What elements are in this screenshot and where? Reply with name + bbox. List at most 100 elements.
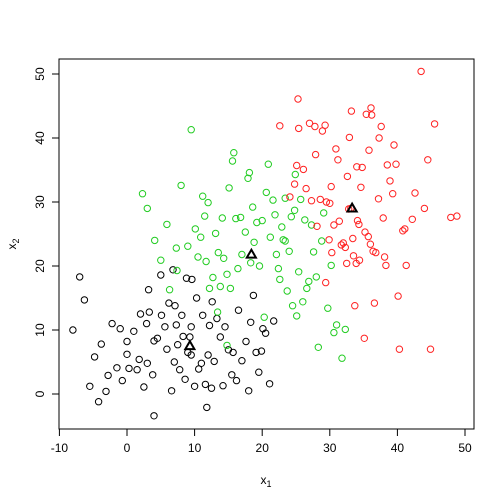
data-point-series-2 — [187, 126, 195, 134]
data-point-series-1 — [102, 387, 110, 396]
data-point-series-2 — [236, 213, 245, 222]
data-point-series-2 — [262, 188, 270, 197]
data-point-series-3 — [408, 215, 416, 224]
data-point-series-1 — [178, 311, 186, 319]
data-point-series-3 — [295, 124, 303, 133]
y-tick-label: 10 — [33, 323, 47, 337]
data-point-series-1 — [207, 384, 216, 392]
data-point-series-2 — [264, 160, 272, 168]
data-point-series-2 — [228, 157, 237, 165]
data-point-series-3 — [380, 253, 389, 261]
data-point-series-2 — [238, 250, 246, 259]
data-point-series-3 — [290, 180, 299, 188]
data-point-series-3 — [420, 204, 429, 213]
data-point-series-3 — [347, 107, 356, 115]
data-point-series-2 — [230, 149, 238, 157]
data-point-series-2 — [330, 328, 338, 337]
data-point-series-3 — [305, 119, 314, 128]
data-point-series-2 — [301, 216, 309, 224]
data-point-series-1 — [143, 359, 152, 367]
data-point-series-1 — [76, 273, 84, 281]
data-point-series-2 — [223, 270, 231, 278]
data-point-series-1 — [104, 371, 112, 380]
data-point-series-2 — [291, 170, 299, 179]
data-point-series-3 — [341, 243, 349, 252]
x-tick-label: -10 — [51, 441, 69, 455]
data-point-series-3 — [358, 163, 366, 172]
data-point-series-3 — [447, 213, 455, 222]
data-point-series-2 — [272, 250, 281, 259]
data-point-series-1 — [181, 375, 189, 383]
data-point-series-2 — [191, 225, 200, 233]
data-point-series-2 — [226, 284, 235, 293]
centroid-marker-3 — [345, 201, 359, 213]
data-point-series-1 — [261, 329, 270, 337]
data-point-series-2 — [293, 312, 301, 320]
data-point-series-1 — [229, 348, 237, 357]
data-point-series-2 — [184, 242, 192, 250]
data-point-series-3 — [337, 241, 345, 249]
data-point-series-3 — [332, 145, 340, 153]
data-point-series-1 — [255, 368, 263, 376]
data-point-series-3 — [311, 122, 319, 131]
data-point-series-2 — [299, 298, 307, 306]
data-point-series-2 — [278, 223, 286, 231]
data-point-series-3 — [343, 172, 352, 181]
data-point-series-2 — [232, 214, 240, 223]
data-point-series-2 — [290, 206, 299, 215]
data-point-series-1 — [270, 317, 278, 325]
data-point-series-3 — [366, 240, 375, 248]
data-point-series-1 — [153, 334, 162, 342]
data-point-series-3 — [294, 95, 302, 103]
data-point-series-3 — [383, 161, 391, 169]
data-point-series-1 — [150, 412, 158, 420]
data-point-series-2 — [199, 192, 207, 200]
data-point-series-3 — [453, 212, 461, 220]
data-point-series-1 — [203, 403, 211, 412]
data-point-series-2 — [172, 244, 181, 252]
data-point-series-1 — [257, 347, 266, 355]
y-tick-label: 50 — [33, 67, 47, 81]
data-point-series-3 — [339, 239, 347, 247]
data-point-series-1 — [170, 358, 179, 366]
data-point-series-3 — [390, 141, 398, 149]
data-point-series-3 — [394, 292, 402, 300]
data-point-series-2 — [163, 220, 171, 229]
data-point-series-2 — [151, 236, 159, 245]
data-point-series-2 — [173, 266, 181, 275]
data-point-series-1 — [97, 340, 106, 348]
data-point-series-1 — [234, 306, 243, 314]
data-point-series-3 — [311, 150, 320, 159]
data-point-series-2 — [216, 282, 225, 291]
data-point-series-3 — [334, 156, 342, 164]
data-point-series-1 — [238, 357, 246, 365]
data-point-series-2 — [157, 256, 165, 264]
data-point-series-2 — [205, 284, 214, 293]
plot-frame — [58, 58, 475, 430]
data-point-series-3 — [364, 232, 372, 241]
x-axis: -10 0 10 20 30 40 50 — [51, 428, 472, 455]
x-tick-label: 30 — [323, 441, 337, 455]
data-point-series-3 — [401, 225, 409, 233]
data-point-series-3 — [299, 165, 308, 174]
data-point-series-2 — [274, 264, 283, 273]
data-point-series-1 — [123, 337, 131, 346]
data-point-series-3 — [293, 161, 301, 170]
data-point-series-1 — [187, 323, 195, 331]
x-axis-label-main: x — [260, 473, 266, 487]
data-point-series-1 — [265, 380, 274, 388]
y-axis-label-main: x — [5, 244, 19, 250]
data-point-series-2 — [332, 321, 341, 329]
data-point-series-3 — [313, 222, 321, 231]
data-point-series-1 — [157, 271, 165, 279]
data-point-series-3 — [316, 195, 324, 204]
data-point-series-3 — [330, 221, 338, 229]
data-point-series-1 — [149, 371, 157, 379]
data-point-series-3 — [395, 345, 404, 353]
data-point-series-2 — [338, 354, 346, 362]
data-point-series-3 — [402, 261, 410, 270]
x-tick-label: 50 — [458, 441, 472, 455]
x-tick-label: 40 — [391, 441, 405, 455]
data-point-series-3 — [343, 259, 351, 268]
data-point-series-3 — [353, 216, 362, 225]
